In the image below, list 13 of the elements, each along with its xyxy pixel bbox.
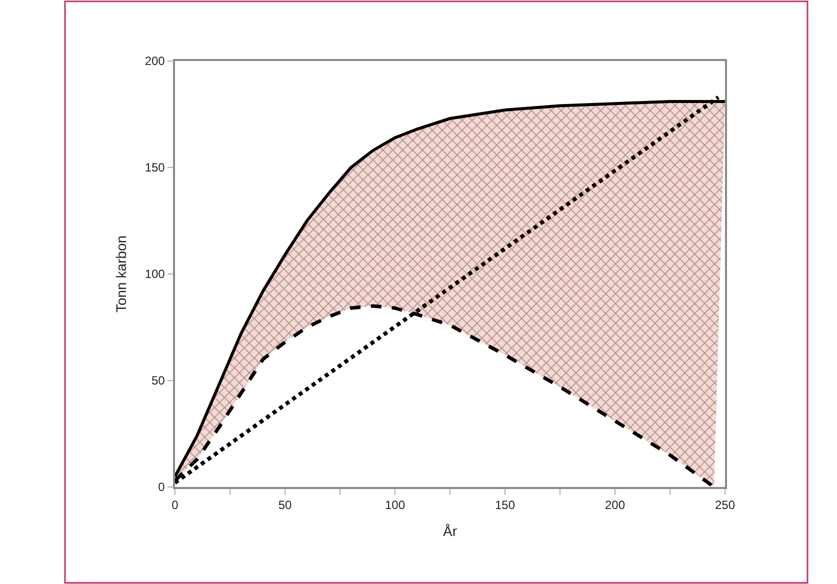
y-tick-label: 200 — [144, 54, 166, 68]
x-tick-label: 150 — [494, 498, 516, 512]
y-tick-label: 0 — [158, 480, 166, 494]
x-tick-label: 250 — [714, 498, 736, 512]
y-axis-title: Tonn karbon — [112, 235, 129, 313]
y-tick-label: 50 — [151, 374, 166, 388]
x-tick-label: 200 — [604, 498, 626, 512]
x-tick-label: 50 — [278, 498, 292, 512]
x-axis-title: År — [443, 522, 458, 539]
x-tick-label: 0 — [172, 498, 179, 512]
y-tick-label: 100 — [144, 267, 166, 282]
x-tick-label: 100 — [384, 498, 406, 512]
y-tick-label: 150 — [144, 160, 166, 175]
